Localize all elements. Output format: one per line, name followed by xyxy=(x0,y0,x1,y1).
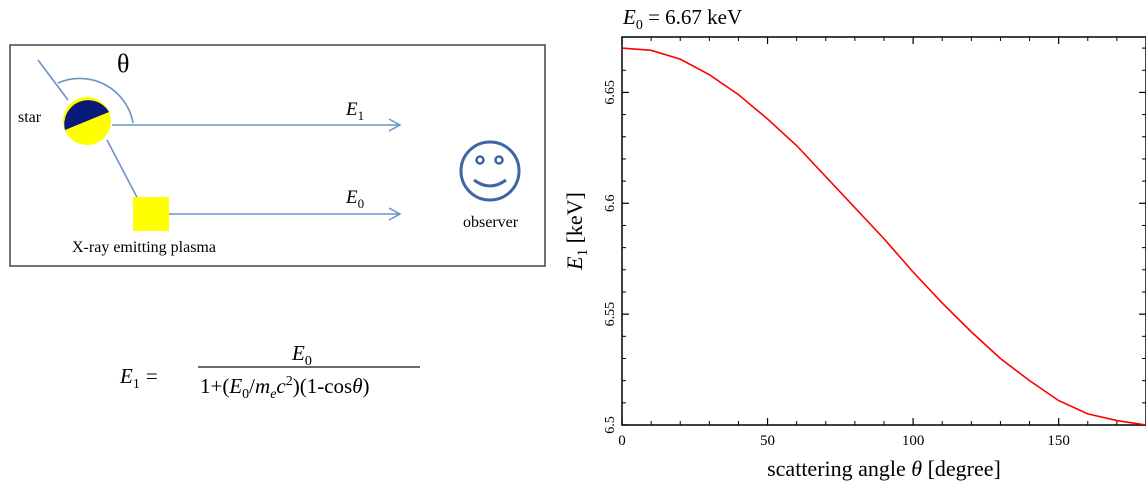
e0-ray-label: E0 xyxy=(345,187,364,211)
x-axis-label: scattering angle θ [degree] xyxy=(767,456,1001,481)
x-ticks: 0 50 100 150 xyxy=(618,37,1146,449)
star-icon xyxy=(63,97,111,145)
plot-frame xyxy=(621,36,1146,426)
x-tick-label: 100 xyxy=(902,433,925,449)
theta-arc xyxy=(57,77,134,124)
e1-vs-angle-line xyxy=(622,47,1146,425)
star-label: star xyxy=(18,109,42,126)
plasma-square xyxy=(133,197,169,231)
y-tick-label: 6.65 xyxy=(603,80,618,105)
theta-label: θ xyxy=(117,49,129,78)
formula-denominator: 1+(E0/mec2)(1-cosθ) xyxy=(200,374,370,402)
y-tick-label: 6.5 xyxy=(603,416,618,434)
y-tick-label: 6.6 xyxy=(603,195,618,213)
observer-label: observer xyxy=(463,214,519,231)
scattering-diagram: θ star X-ray emitting plasma observer E1… xyxy=(9,44,546,267)
chart-title: E0 = 6.67 keV xyxy=(622,5,742,33)
y-ticks: 6.5 6.55 6.6 6.65 xyxy=(603,47,1146,434)
compton-formula: E1 = E0 1+(E0/mec2)(1-cosθ) xyxy=(119,341,420,402)
y-axis-label: E1 [keV] xyxy=(562,192,591,271)
formula-numerator: E0 xyxy=(291,341,312,369)
smiley-face-icon xyxy=(459,140,521,202)
x-tick-label: 150 xyxy=(1047,433,1070,449)
energy-chart: E0 = 6.67 keV 0 50 100 150 6.5 6.55 6.6 6.65 s… xyxy=(562,5,1146,481)
y-tick-label: 6.55 xyxy=(603,302,618,327)
star-to-plasma-line xyxy=(106,139,141,204)
incident-ray xyxy=(37,59,69,101)
x-tick-label: 50 xyxy=(760,433,775,449)
series-layer xyxy=(622,47,1146,425)
x-tick-label: 0 xyxy=(618,433,626,449)
formula-lhs: E1 = xyxy=(119,364,158,392)
plasma-label: X-ray emitting plasma xyxy=(72,239,216,256)
e1-ray-label: E1 xyxy=(345,99,364,123)
